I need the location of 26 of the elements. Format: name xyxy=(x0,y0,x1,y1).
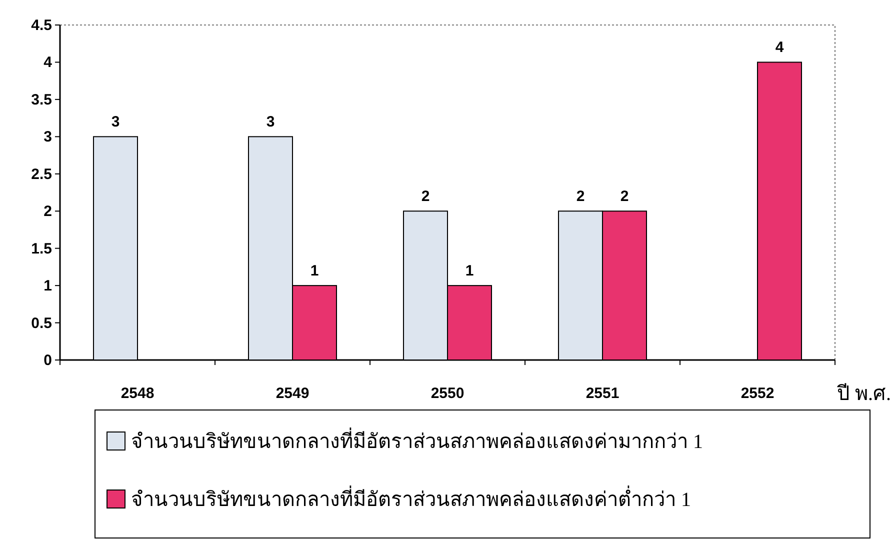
y-tick-label: 0 xyxy=(44,352,52,369)
y-tick-label: 2.5 xyxy=(31,166,52,183)
y-tick-label: 1.5 xyxy=(31,240,52,258)
data-label: 2 xyxy=(620,188,629,206)
legend-label: จำนวนบริษัทขนาดกลางที่มีอัตราส่วนสภาพคล่องแสดงค่ามากกว่า 1 xyxy=(131,427,703,453)
x-tick-label: 2549 xyxy=(276,385,310,402)
x-tick-label: 2552 xyxy=(740,385,774,402)
x-tick-label: 2551 xyxy=(586,385,620,402)
y-tick-label: 2 xyxy=(44,203,52,220)
data-label: 2 xyxy=(576,188,585,206)
y-tick-label: 3.5 xyxy=(31,91,52,108)
y-tick-label: 0.5 xyxy=(31,314,52,332)
legend-label: จำนวนบริษัทขนาดกลางที่มีอัตราส่วนสภาพคล่องแสดงค่าต่ำกว่า 1 xyxy=(131,485,691,511)
y-tick-label: 4.5 xyxy=(31,17,52,34)
x-tick-label: 2548 xyxy=(120,385,154,402)
y-tick-label: 1 xyxy=(44,278,52,295)
data-label: 3 xyxy=(266,114,275,131)
data-label: 1 xyxy=(465,262,474,280)
x-axis-title: ปี พ.ศ. xyxy=(837,383,891,405)
y-tick-label: 3 xyxy=(44,128,52,146)
data-label: 1 xyxy=(310,262,319,280)
x-tick-label: 2550 xyxy=(430,385,464,402)
data-label: 3 xyxy=(111,114,120,131)
y-tick-label: 4 xyxy=(44,54,53,72)
data-label: 4 xyxy=(775,39,784,56)
data-label: 2 xyxy=(421,188,430,206)
